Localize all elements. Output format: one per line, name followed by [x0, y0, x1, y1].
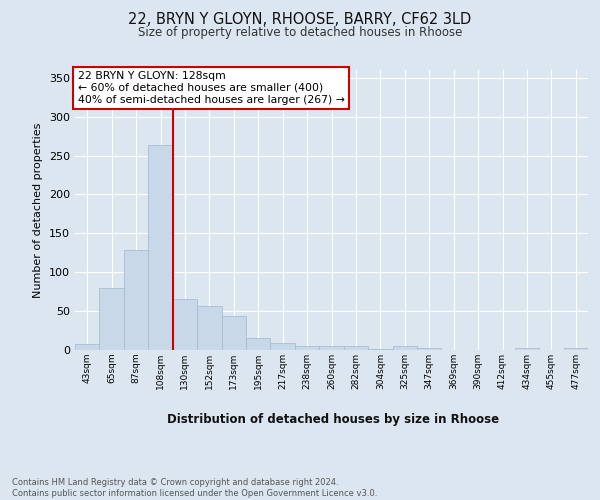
- Text: Contains HM Land Registry data © Crown copyright and database right 2024.
Contai: Contains HM Land Registry data © Crown c…: [12, 478, 377, 498]
- Bar: [148, 146, 173, 350]
- Bar: [221, 316, 246, 350]
- Bar: [319, 346, 344, 350]
- Bar: [515, 348, 539, 350]
- Bar: [295, 346, 319, 350]
- Bar: [124, 250, 148, 350]
- Bar: [197, 306, 221, 350]
- Bar: [173, 300, 197, 350]
- Text: 22 BRYN Y GLOYN: 128sqm
← 60% of detached houses are smaller (400)
40% of semi-d: 22 BRYN Y GLOYN: 128sqm ← 60% of detache…: [77, 72, 344, 104]
- Text: 22, BRYN Y GLOYN, RHOOSE, BARRY, CF62 3LD: 22, BRYN Y GLOYN, RHOOSE, BARRY, CF62 3L…: [128, 12, 472, 28]
- Bar: [368, 349, 392, 350]
- Bar: [344, 346, 368, 350]
- Text: Size of property relative to detached houses in Rhoose: Size of property relative to detached ho…: [138, 26, 462, 39]
- Bar: [75, 344, 100, 350]
- Bar: [100, 288, 124, 350]
- Bar: [563, 348, 588, 350]
- Bar: [271, 343, 295, 350]
- Bar: [392, 346, 417, 350]
- Y-axis label: Number of detached properties: Number of detached properties: [34, 122, 43, 298]
- Text: Distribution of detached houses by size in Rhoose: Distribution of detached houses by size …: [167, 412, 499, 426]
- Bar: [417, 348, 442, 350]
- Bar: [246, 338, 271, 350]
